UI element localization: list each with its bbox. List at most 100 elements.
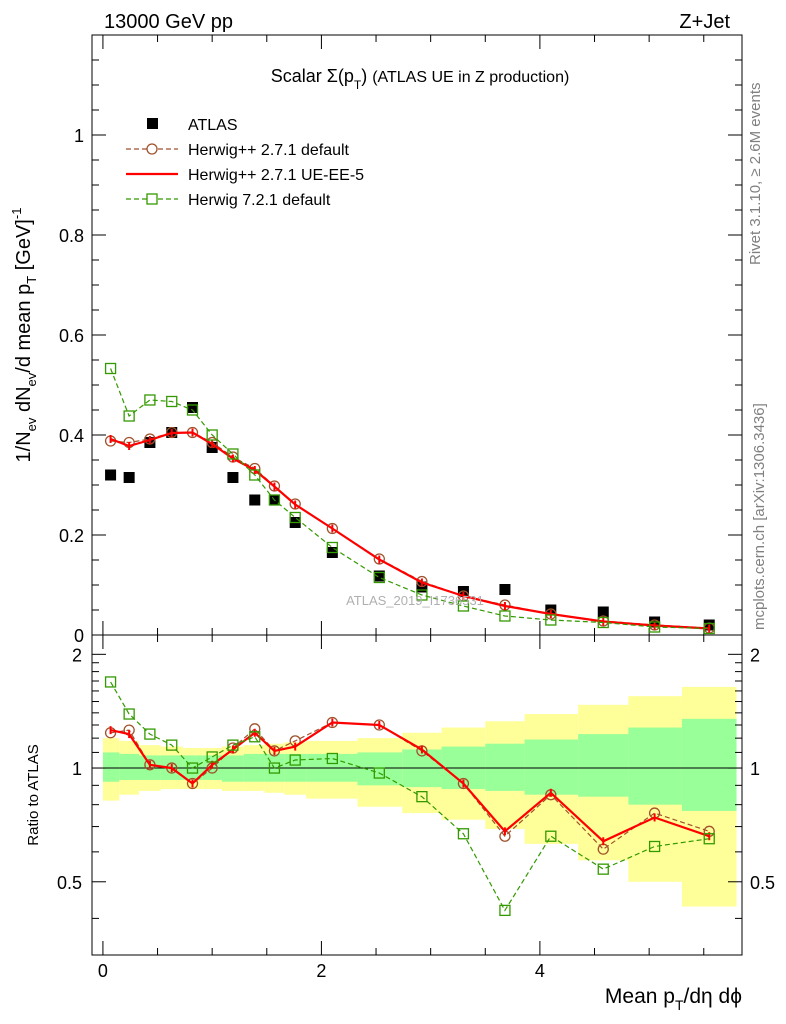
main-axis-ticks: 0 0.2 0.4 0.6 0.8 1 [59, 34, 742, 646]
main-data-point [597, 606, 609, 618]
plot-title: Scalar Σ(pT) (ATLAS UE in Z production) [271, 66, 570, 92]
stat-uncertainty-band [578, 734, 629, 797]
main-data-point [499, 610, 511, 622]
main-data-point [326, 522, 338, 535]
main-data-point [187, 402, 199, 413]
x-tick-label: 2 [316, 961, 326, 981]
ratio-y-tick-label-left: 2 [72, 645, 82, 665]
stat-uncertainty-band [524, 739, 579, 795]
main-data-point [227, 472, 239, 483]
legend: ATLAS Herwig++ 2.7.1 default Herwig++ 2.7.… [126, 117, 364, 209]
legend-item: ATLAS [147, 117, 238, 134]
main-series-solid [109, 428, 711, 633]
main-data-point [105, 469, 117, 481]
main-series-line [110, 368, 710, 630]
stat-uncertainty-band [119, 753, 139, 780]
ratio-series-line [110, 681, 710, 912]
stat-uncertainty-band [485, 743, 525, 791]
main-y-tick-label: 0.2 [59, 526, 84, 546]
main-data-point [249, 494, 261, 506]
main-data-point [597, 616, 609, 629]
ratio-data-point [249, 731, 261, 743]
process-label: Z+Jet [679, 11, 730, 33]
stat-uncertainty-band [222, 755, 244, 782]
ratio-plot-frame [91, 634, 743, 956]
ratio-data-point [227, 739, 239, 751]
x-tick-label: 0 [98, 961, 108, 981]
legend-label: ATLAS [188, 117, 238, 134]
main-y-axis-label: 1/Nev dNev/d mean pT [GeV]-1 [9, 208, 39, 463]
stat-uncertainty-band [102, 752, 120, 782]
main-series [104, 362, 715, 635]
ratio-y-tick-label-right: 2 [750, 645, 760, 665]
legend-label: Herwig++ 2.7.1 UE-EE-5 [188, 167, 364, 184]
rivet-version-label: Rivet 3.1.10, ≥ 2.6M events [747, 83, 764, 266]
legend-item: Herwig 7.2.1 default [126, 192, 331, 209]
main-data-point [648, 621, 661, 633]
main-data-point [373, 553, 385, 565]
main-data-point [416, 589, 428, 601]
main-y-tick-label: 0 [74, 626, 84, 646]
ratio-data-point [326, 752, 338, 765]
ratio-data-point [545, 830, 557, 842]
legend-item: Herwig++ 2.7.1 default [126, 142, 350, 159]
ratio-series [104, 676, 715, 917]
ratio-data-point [703, 833, 715, 845]
ratio-y-tick-label-left: 1 [72, 759, 82, 779]
ratio-y-axis-label: Ratio to ATLAS [25, 744, 42, 845]
main-y-tick-label: 0.8 [59, 226, 84, 246]
stat-uncertainty-band [628, 727, 682, 805]
ratio-data-point [648, 840, 661, 853]
ratio-y-tick-label-right: 1 [750, 759, 760, 779]
main-y-tick-label: 0.4 [59, 426, 84, 446]
ratio-series-solid [109, 718, 711, 846]
main-data-point [104, 362, 117, 375]
main-data-point [289, 511, 301, 524]
main-data-point [545, 614, 557, 626]
ratio-data-point [457, 828, 470, 840]
main-data-point [268, 494, 281, 506]
main-y-tick-label: 1 [74, 126, 84, 146]
main-y-tick-label: 0.6 [59, 326, 84, 346]
ratio-uncertainty-bands [92, 686, 742, 907]
analysis-watermark: ATLAS_2019_I1736531 [346, 593, 484, 608]
ratio-series-square-dashed [104, 676, 715, 917]
ratio-data-point [144, 728, 156, 740]
main-data-point [373, 570, 385, 582]
main-data-point [166, 395, 178, 408]
ratio-data-point [186, 762, 199, 774]
main-series-square-dashed [104, 362, 715, 635]
ratio-data-point [457, 777, 470, 790]
stat-uncertainty-band [681, 718, 737, 811]
ratio-data-point [166, 739, 178, 751]
ratio-data-point [206, 751, 218, 763]
ratio-plot-panel: 0.5 0.5 1 1 2 2 0 2 4 [57, 634, 775, 981]
x-axis-label: Mean pT/dη dϕ [605, 985, 742, 1013]
main-data-point [499, 584, 511, 595]
main-data-point [373, 571, 385, 584]
ratio-data-point [597, 863, 609, 875]
main-data-point [186, 404, 199, 416]
ratio-data-point [289, 754, 301, 766]
main-data-point [144, 394, 156, 406]
main-data-point [123, 472, 135, 483]
legend-marker [147, 118, 158, 129]
ratio-axis-ticks: 0.5 0.5 1 1 2 2 0 2 4 [57, 635, 775, 981]
legend-marker [146, 143, 158, 155]
ratio-y-tick-label-right: 0.5 [750, 873, 775, 893]
x-tick-label: 4 [535, 961, 545, 981]
ratio-data-point [104, 676, 117, 688]
ratio-data-point [499, 904, 511, 917]
ratio-data-point [416, 791, 428, 803]
legend-marker [146, 193, 158, 205]
ratio-data-point [186, 777, 199, 790]
ratio-y-tick-label-left: 0.5 [57, 873, 82, 893]
energy-label: 13000 GeV pp [104, 11, 233, 33]
ratio-data-point [123, 708, 135, 720]
main-data-point [703, 622, 715, 635]
main-data-point [123, 410, 135, 422]
main-data-point [326, 541, 338, 554]
mcplots-label: mcplots.cern.ch [arXiv:1306.3436] [751, 403, 768, 630]
main-data-point [249, 469, 261, 481]
